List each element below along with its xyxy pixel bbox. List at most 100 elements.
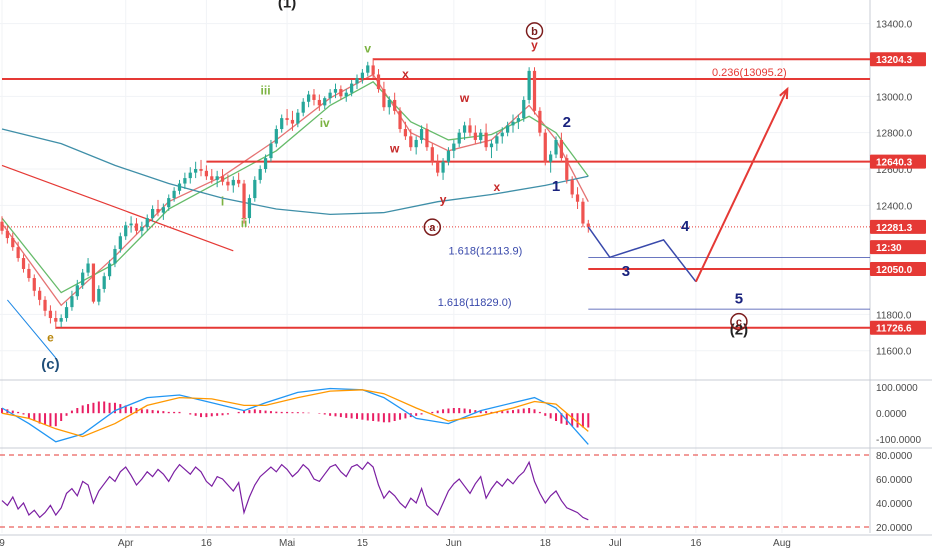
wave-label: 2 (563, 114, 571, 131)
candle-body (16, 247, 20, 259)
candle-body (371, 65, 375, 75)
time-tick-label: 18 (540, 538, 552, 549)
candle-body (81, 272, 85, 286)
projection-lines[interactable] (587, 86, 789, 283)
projection-red (694, 88, 789, 283)
candle-body (199, 169, 203, 171)
candle-body (48, 310, 53, 319)
wave-label: (c) (41, 356, 59, 373)
rsi-pane[interactable] (0, 454, 870, 528)
candle-body (129, 223, 133, 226)
price-tick-label: 13400.0 (876, 20, 913, 31)
price-badge-label[interactable]: 11726.6 (876, 324, 912, 335)
candle-body (210, 176, 214, 180)
fib-label: 1.618(12113.9) (448, 245, 522, 257)
candle-body (43, 299, 47, 311)
candle-body (312, 94, 316, 100)
candle-body (586, 223, 590, 227)
candle-body (565, 158, 569, 180)
candle-body (97, 288, 101, 302)
candle-body (575, 194, 580, 202)
candle-body (306, 94, 311, 102)
price-badge-label[interactable]: 13204.3 (876, 55, 913, 66)
candle-body (269, 143, 273, 159)
wave-labels: 0.236(13095.2) 1.618(12113.9) 1.618(11829.… (41, 0, 786, 373)
candle-body (522, 99, 526, 119)
price-tick-label: 12800.0 (876, 129, 913, 140)
candle-body (59, 318, 63, 322)
wave-label: 1 (552, 178, 560, 195)
candle-body (296, 112, 300, 124)
price-badge (870, 240, 926, 255)
candle-body (506, 125, 510, 133)
candle-body (172, 190, 176, 199)
candle-body (457, 132, 461, 144)
candle-body (570, 179, 574, 195)
candle-body (559, 139, 564, 159)
wave-label: (1) (278, 0, 296, 11)
candle-body (32, 278, 36, 291)
candle-body (140, 227, 144, 231)
price-badge-label[interactable]: 12640.3 (876, 158, 913, 169)
candle-body (167, 198, 171, 208)
candle-body (543, 132, 547, 162)
price-tick-label: 11600.0 (876, 347, 912, 358)
candle-body (177, 183, 182, 191)
candle-body (231, 179, 235, 186)
candle-body (441, 161, 445, 173)
candle-body (323, 98, 327, 106)
price-badge-label[interactable]: 12:30 (876, 243, 902, 254)
candle-body (403, 129, 408, 137)
candle-body (290, 119, 295, 124)
candle-body (419, 129, 424, 140)
wave-label: 4 (681, 218, 690, 235)
candle-body (479, 132, 483, 140)
circled-label: b (531, 26, 538, 38)
candle-body (436, 161, 440, 173)
candle-body (113, 248, 117, 264)
candle-body (237, 179, 241, 184)
candle-body (549, 154, 553, 162)
candle-body (64, 307, 69, 319)
time-tick-label: Aug (773, 538, 791, 549)
candle-body (333, 89, 338, 93)
wave-label: i (221, 194, 224, 208)
candle-body (393, 99, 397, 111)
candle-body (301, 101, 305, 113)
candle-body (527, 70, 531, 100)
wave-label: y (440, 193, 447, 207)
price-badge (870, 52, 926, 67)
wave-label: v (364, 42, 371, 56)
candle-body (366, 65, 370, 73)
candle-body (538, 110, 542, 133)
candlesticks[interactable] (0, 58, 590, 329)
wave-label: ii (241, 216, 248, 230)
candle-body (285, 118, 289, 120)
fib-label: 0.236(13095.2) (712, 67, 787, 79)
macd-pane[interactable] (1, 387, 590, 445)
candle-body (328, 92, 332, 99)
axes: 100.00000.0000-100.000080.000060.000040.… (0, 20, 926, 549)
candle-body (226, 181, 230, 186)
wave-label: 5 (735, 290, 743, 307)
macd-tick-label: 100.0000 (876, 383, 918, 394)
candle-body (360, 72, 364, 79)
candle-body (220, 176, 225, 182)
candle-body (242, 183, 246, 219)
candle-body (86, 263, 90, 273)
price-tick-label: 12400.0 (876, 201, 913, 212)
wave-label: w (459, 91, 470, 105)
candle-body (70, 296, 74, 308)
candle-body (38, 290, 42, 300)
trendline-red (1, 164, 234, 252)
time-tick-label: Apr (118, 538, 134, 549)
candle-body (376, 74, 381, 90)
candle-body (473, 132, 477, 140)
wave-label: iv (320, 116, 330, 130)
price-tick-label: 11800.0 (876, 310, 912, 321)
price-badge-label[interactable]: 12050.0 (876, 265, 913, 276)
price-badge-label[interactable]: 12281.3 (876, 223, 913, 234)
candle-body (430, 147, 434, 162)
moving-averages (1, 73, 589, 307)
